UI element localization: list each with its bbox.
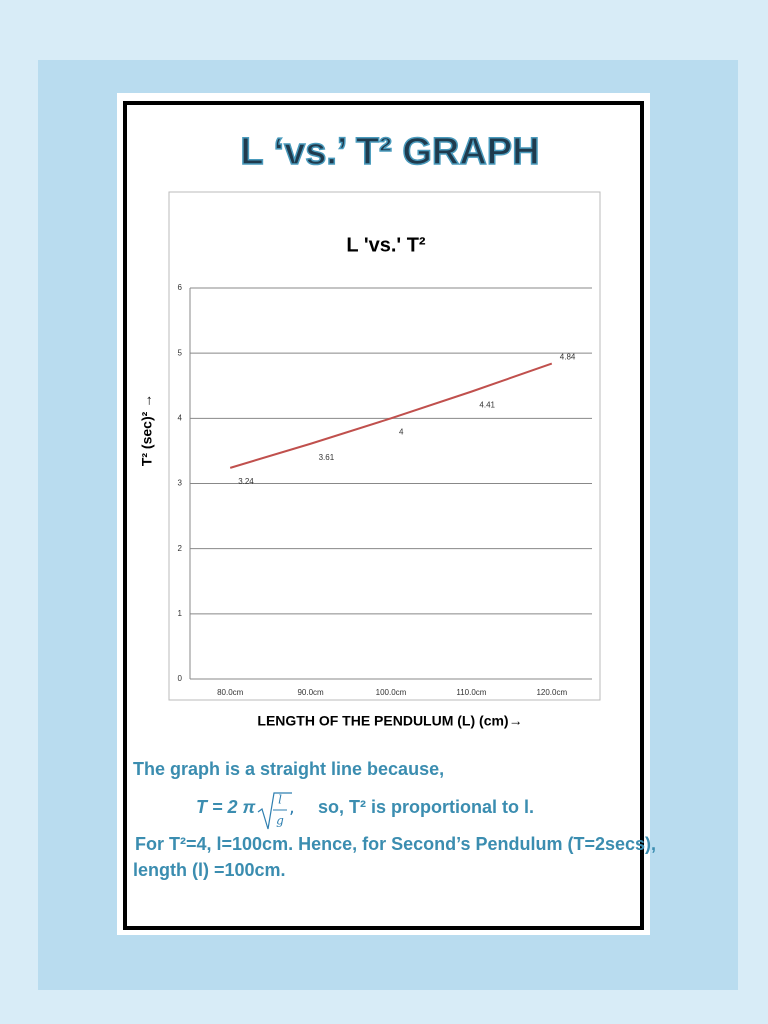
frame [123, 101, 644, 930]
x-tick-label: 110.0cm [456, 688, 486, 697]
data-label: 4.84 [560, 353, 576, 362]
y-tick-label: 3 [178, 479, 183, 488]
y-tick-label: 1 [178, 609, 183, 618]
radical [257, 792, 292, 830]
y-tick-label: 6 [178, 283, 183, 292]
data-label: 3.24 [238, 477, 254, 486]
y-tick-label: 0 [178, 674, 183, 683]
formula: T = 2 π [196, 797, 256, 817]
data-label: 3.61 [319, 453, 335, 462]
y-axis-label: T² (sec)² → [139, 394, 155, 466]
chart-title: L 'vs.' T² [346, 234, 426, 256]
x-tick-label: 100.0cm [376, 688, 407, 697]
y-tick-label: 5 [178, 348, 183, 357]
note-text: length (l) =100cm. [133, 860, 286, 880]
line-series [229, 362, 553, 469]
x-tick-label: 80.0cm [217, 688, 244, 697]
formula: g [276, 814, 284, 828]
x-tick-label: 90.0cm [297, 688, 324, 697]
note-text: so, T² is proportional to l. [318, 797, 534, 817]
data-label: 4 [399, 427, 404, 436]
y-tick-label: 2 [178, 544, 183, 553]
chart-box [168, 191, 601, 701]
note-text: The graph is a straight line because, [133, 759, 444, 779]
x-tick-label: 120.0cm [536, 688, 567, 697]
note-text: For T²=4, l=100cm. Hence, for Second’s P… [135, 834, 656, 854]
x-axis-label: LENGTH OF THE PENDULUM (L) (cm)→ [257, 713, 522, 729]
formula: , [289, 797, 295, 818]
heading: L ‘vs.’ T² GRAPH [240, 131, 539, 173]
data-label: 4.41 [479, 401, 495, 410]
formula: l [278, 793, 282, 807]
y-tick-label: 4 [178, 413, 183, 422]
